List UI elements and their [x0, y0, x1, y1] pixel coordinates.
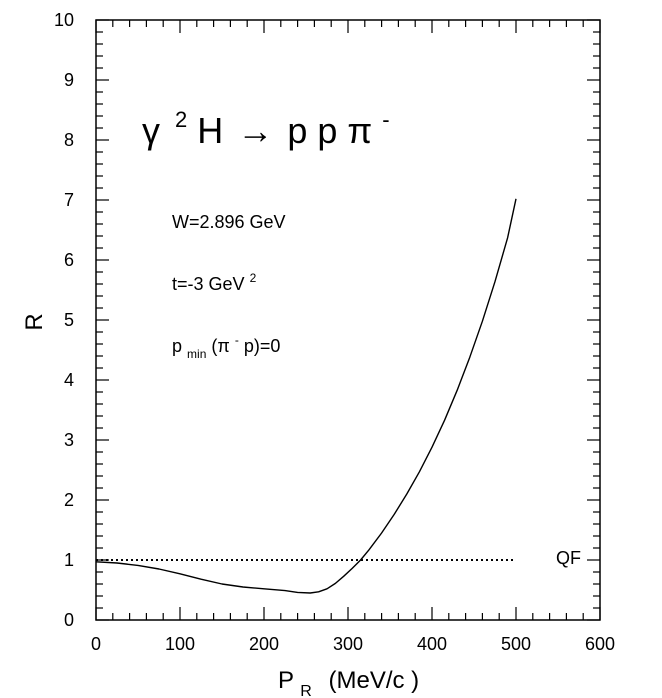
y-tick-label: 10 — [54, 10, 74, 30]
y-tick-label: 3 — [64, 430, 74, 450]
x-axis-title-sub: R — [300, 683, 312, 698]
y-tick-label: 1 — [64, 550, 74, 570]
x-tick-label: 400 — [417, 634, 447, 654]
reaction-pi-sup: - — [382, 107, 389, 132]
annotation-pmin-close: p)=0 — [244, 336, 281, 356]
annotation-pmin-sub: min — [187, 347, 206, 361]
annotation-w: W=2.896 GeV — [172, 212, 286, 232]
annotation-pmin-open: (π — [211, 336, 229, 356]
x-tick-labels: 0 100 200 300 400 500 600 — [91, 634, 615, 654]
annotation-pmin-p: p — [172, 336, 182, 356]
series-layer — [95, 198, 517, 594]
reaction-products: p p π — [287, 110, 372, 151]
annotation-pmin-sup: - — [235, 333, 239, 347]
annotation-t-sup: 2 — [250, 271, 257, 285]
y-tick-label: 6 — [64, 250, 74, 270]
x-tick-label: 200 — [249, 634, 279, 654]
x-tick-label: 300 — [333, 634, 363, 654]
y-tick-label: 8 — [64, 130, 74, 150]
y-tick-label: 4 — [64, 370, 74, 390]
axis-ticks — [95, 19, 601, 621]
reaction-sup: 2 — [175, 107, 187, 132]
y-tick-label: 9 — [64, 70, 74, 90]
x-tick-label: 600 — [585, 634, 615, 654]
reaction-label: γ 2 H → p p π - — [142, 94, 390, 151]
y-tick-label: 7 — [64, 190, 74, 210]
y-tick-label: 5 — [64, 310, 74, 330]
reaction-arrow: → — [237, 110, 273, 151]
x-tick-label: 0 — [91, 634, 101, 654]
legend-label-qf: QF — [556, 548, 581, 568]
x-axis-title-units: (MeV/c ) — [328, 667, 419, 694]
annotation-pmin: p min (π - p)=0 — [172, 328, 280, 362]
y-tick-label: 2 — [64, 490, 74, 510]
y-tick-label: 0 — [64, 610, 74, 630]
annotation-t: t=-3 GeV 2 — [172, 271, 257, 294]
reaction-rest: H — [197, 110, 223, 151]
x-axis-title: P R (MeV/c ) — [278, 667, 419, 698]
y-axis-title: R — [21, 313, 48, 330]
x-tick-label: 500 — [501, 634, 531, 654]
series-line-r — [95, 198, 517, 594]
annotation-t-main: t=-3 GeV — [172, 274, 245, 294]
reaction-gamma: γ — [142, 110, 160, 151]
x-tick-label: 100 — [165, 634, 195, 654]
x-axis-title-main: P — [278, 667, 294, 694]
y-tick-labels: 0 1 2 3 4 5 6 7 8 9 10 — [54, 10, 74, 630]
